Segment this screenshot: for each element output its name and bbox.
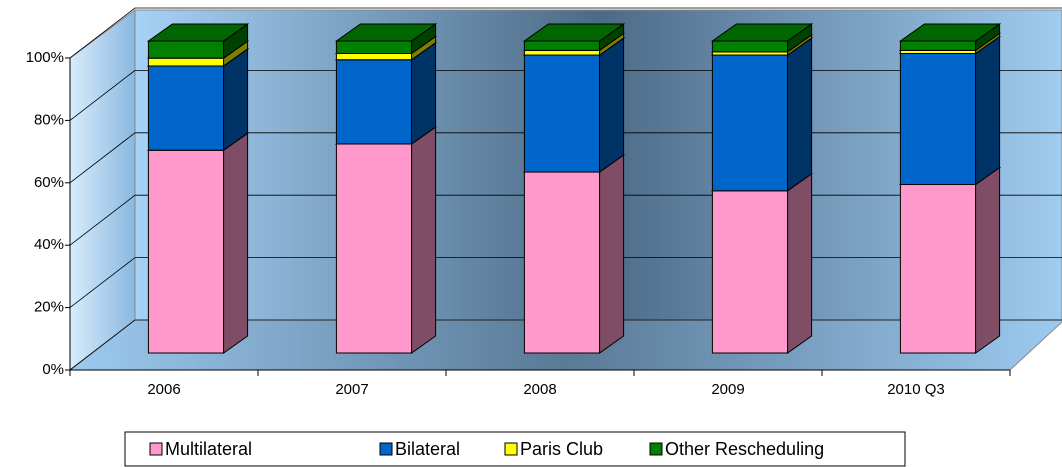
legend-swatch — [149, 442, 163, 456]
bar-top — [146, 23, 250, 42]
y-tick-label: 40% — [34, 236, 64, 253]
bar — [147, 65, 225, 151]
bar-side — [223, 47, 249, 152]
bar — [899, 52, 977, 186]
legend-label: Paris Club — [520, 439, 603, 459]
bar-top — [710, 23, 814, 42]
y-tick-label: 100% — [26, 49, 64, 66]
bar-side — [599, 37, 625, 174]
x-tick-label: 2010 Q3 — [887, 381, 945, 398]
bar-side — [975, 35, 1001, 186]
bar — [523, 171, 601, 354]
grid-line — [69, 7, 1062, 59]
bar — [711, 190, 789, 354]
x-tick-label: 2006 — [147, 381, 180, 398]
bar-side — [411, 125, 437, 354]
bar — [335, 59, 413, 145]
x-tick-label: 2009 — [711, 381, 744, 398]
bar — [523, 40, 601, 51]
bar — [899, 40, 977, 51]
bar-side — [223, 132, 249, 354]
bar — [523, 54, 601, 173]
legend-swatch — [649, 442, 663, 456]
bar — [147, 57, 225, 67]
bars: 2006 2007 2008 2009 2010 Q3 — [146, 23, 1002, 398]
legend-swatch — [379, 442, 393, 456]
bar-top — [898, 23, 1002, 42]
bar — [711, 54, 789, 192]
bar — [711, 40, 789, 53]
x-tick-label: 2008 — [523, 381, 556, 398]
bar-top — [334, 23, 438, 42]
legend-label: Bilateral — [395, 439, 460, 459]
bar — [147, 149, 225, 354]
bar-top — [522, 23, 626, 42]
legend-label: Other Rescheduling — [665, 439, 824, 459]
bar — [147, 40, 225, 59]
bar-side — [787, 172, 813, 354]
side-wall — [69, 9, 136, 372]
y-tick-label: 80% — [34, 111, 64, 128]
y-tick-label: 0% — [42, 361, 64, 378]
bar-side — [411, 41, 437, 145]
bar-side — [787, 37, 813, 192]
bar — [335, 52, 413, 61]
x-tick-label: 2007 — [335, 381, 368, 398]
bar — [335, 143, 413, 354]
legend-items: Multilateral Bilateral Paris Club Other Res… — [149, 439, 824, 459]
y-tick-label: 60% — [34, 174, 64, 191]
legend-label: Multilateral — [165, 439, 252, 459]
bar-side — [975, 166, 1001, 354]
bar — [335, 40, 413, 54]
bar-side — [599, 154, 625, 354]
bar — [523, 49, 601, 56]
legend-swatch — [504, 442, 518, 456]
y-tick-label: 20% — [34, 299, 64, 316]
bar — [899, 184, 977, 354]
